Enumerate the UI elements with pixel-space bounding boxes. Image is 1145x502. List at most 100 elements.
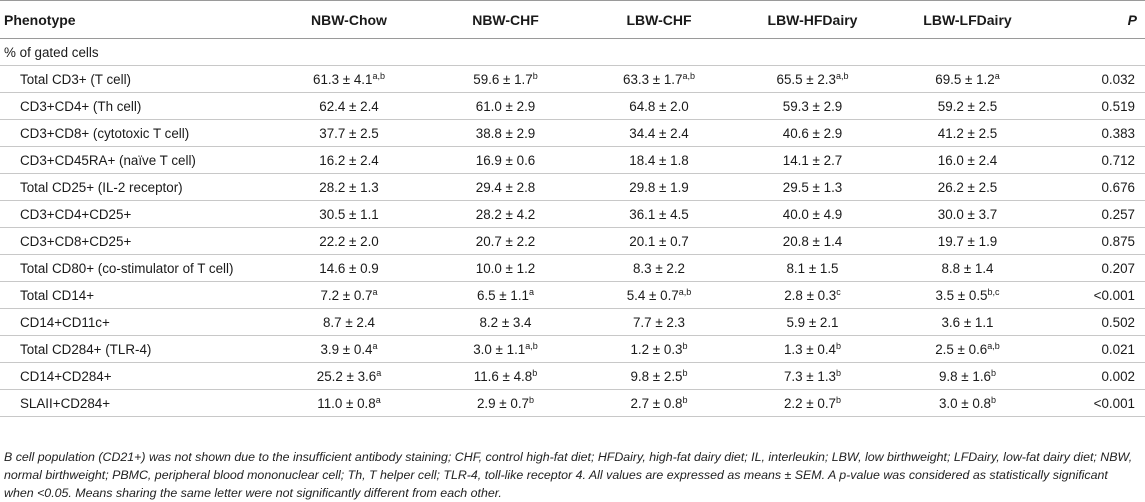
- row-label: CD3+CD8+ (cytotoxic T cell): [0, 119, 270, 147]
- value-cell: 16.9 ± 0.6: [428, 146, 583, 174]
- cell-value: 64.8 ± 2.0: [629, 98, 689, 114]
- header-group: NBW-Chow: [270, 0, 428, 39]
- cell-value: 7.2 ± 0.7: [320, 287, 373, 303]
- table-row: CD14+CD11c+ 8.7 ± 2.4 8.2 ± 3.4 7.7 ± 2.3 5.…: [0, 308, 1145, 336]
- value-cell: 14.6 ± 0.9: [270, 254, 428, 282]
- value-cell: 40.0 ± 4.9: [735, 200, 890, 228]
- value-cell: 41.2 ± 2.5: [890, 119, 1045, 147]
- cell-value: 30.5 ± 1.1: [319, 206, 379, 222]
- header-group: LBW-LFDairy: [890, 0, 1045, 39]
- value-cell: 29.8 ± 1.9: [583, 173, 735, 201]
- row-label: CD14+CD284+: [0, 362, 270, 390]
- value-cell: 8.7 ± 2.4: [270, 308, 428, 336]
- value-cell: 19.7 ± 1.9: [890, 227, 1045, 255]
- cell-value: 40.0 ± 4.9: [782, 206, 843, 222]
- p-value-cell: 0.875: [1045, 227, 1145, 255]
- value-cell: 30.5 ± 1.1: [270, 200, 428, 228]
- significance-letter: a: [994, 70, 1000, 81]
- cell-value: 59.6 ± 1.7: [473, 71, 533, 87]
- header-p-value: P: [1045, 0, 1145, 39]
- value-cell: 3.0 ± 1.1a,b: [428, 335, 583, 363]
- table-row: Total CD25+ (IL-2 receptor) 28.2 ± 1.3 29.…: [0, 173, 1145, 201]
- significance-letter: b: [682, 340, 688, 351]
- table-row: CD3+CD4+CD25+ 30.5 ± 1.1 28.2 ± 4.2 36.1 ± …: [0, 200, 1145, 228]
- significance-letter: a,b: [678, 286, 692, 297]
- significance-letter: a,b: [987, 340, 1000, 351]
- significance-letter: b: [991, 367, 997, 378]
- cell-value: 8.3 ± 2.2: [632, 260, 686, 276]
- value-cell: 64.8 ± 2.0: [583, 92, 735, 120]
- value-cell: 8.2 ± 3.4: [428, 308, 583, 336]
- cell-value: 9.8 ± 2.5: [630, 368, 683, 384]
- value-cell: 3.5 ± 0.5b,c: [890, 281, 1045, 309]
- p-value-cell: 0.383: [1045, 119, 1145, 147]
- cell-value: 19.7 ± 1.9: [937, 233, 998, 249]
- significance-letter: a: [372, 286, 378, 297]
- value-cell: 36.1 ± 4.5: [583, 200, 735, 228]
- cell-value: 16.0 ± 2.4: [937, 152, 998, 168]
- value-cell: 20.8 ± 1.4: [735, 227, 890, 255]
- header-group: LBW-HFDairy: [735, 0, 890, 39]
- cell-value: 61.0 ± 2.9: [475, 98, 536, 114]
- value-cell: 40.6 ± 2.9: [735, 119, 890, 147]
- value-cell: 3.9 ± 0.4a: [270, 335, 428, 363]
- significance-letter: a: [372, 340, 378, 351]
- value-cell: 7.3 ± 1.3b: [735, 362, 890, 390]
- significance-letter: a,b: [372, 70, 385, 81]
- table-row: Total CD3+ (T cell) 61.3 ± 4.1a,b 59.6 ± 1…: [0, 65, 1145, 93]
- value-cell: 9.8 ± 2.5b: [583, 362, 735, 390]
- row-label: Total CD284+ (TLR-4): [0, 335, 270, 363]
- value-cell: 30.0 ± 3.7: [890, 200, 1045, 228]
- value-cell: 8.3 ± 2.2: [583, 254, 735, 282]
- cell-value: 1.3 ± 0.4: [783, 341, 836, 357]
- significance-letter: c: [836, 286, 841, 297]
- p-value-cell: 0.676: [1045, 173, 1145, 201]
- significance-letter: b: [836, 340, 842, 351]
- header-group: NBW-CHF: [428, 0, 583, 39]
- cell-value: 18.4 ± 1.8: [629, 152, 689, 168]
- cell-value: 30.0 ± 3.7: [937, 206, 998, 222]
- cell-value: 28.2 ± 1.3: [319, 179, 379, 195]
- significance-letter: a,b: [835, 70, 849, 81]
- p-value-cell: 0.257: [1045, 200, 1145, 228]
- cell-value: 6.5 ± 1.1: [476, 287, 529, 303]
- significance-letter: b: [991, 394, 997, 405]
- value-cell: 6.5 ± 1.1a: [428, 281, 583, 309]
- cell-value: 20.7 ± 2.2: [475, 233, 536, 249]
- cell-value: 3.0 ± 0.8: [938, 395, 991, 411]
- cell-value: 36.1 ± 4.5: [629, 206, 689, 222]
- value-cell: 18.4 ± 1.8: [583, 146, 735, 174]
- value-cell: 8.8 ± 1.4: [890, 254, 1045, 282]
- cell-value: 2.7 ± 0.8: [630, 395, 683, 411]
- value-cell: 10.0 ± 1.2: [428, 254, 583, 282]
- row-label: CD3+CD4+CD25+: [0, 200, 270, 228]
- cell-value: 59.3 ± 2.9: [782, 98, 843, 114]
- value-cell: 16.2 ± 2.4: [270, 146, 428, 174]
- table-body: % of gated cells Total CD3+ (T cell) 61.3…: [0, 38, 1145, 417]
- cell-value: 69.5 ± 1.2: [935, 71, 995, 87]
- cell-value: 2.2 ± 0.7: [783, 395, 836, 411]
- value-cell: 7.2 ± 0.7a: [270, 281, 428, 309]
- value-cell: 16.0 ± 2.4: [890, 146, 1045, 174]
- cell-value: 61.3 ± 4.1: [313, 71, 373, 87]
- cell-value: 9.8 ± 1.6: [938, 368, 991, 384]
- cell-value: 25.2 ± 3.6: [316, 368, 377, 384]
- row-label: SLAII+CD284+: [0, 389, 270, 417]
- significance-letter: b: [682, 394, 688, 405]
- cell-value: 65.5 ± 2.3: [776, 71, 836, 87]
- row-label: Total CD3+ (T cell): [0, 65, 270, 93]
- value-cell: 20.1 ± 0.7: [583, 227, 735, 255]
- significance-letter: a: [529, 286, 535, 297]
- cell-value: 8.2 ± 3.4: [479, 314, 532, 330]
- cell-value: 38.8 ± 2.9: [475, 125, 536, 141]
- cell-value: 3.9 ± 0.4: [320, 341, 373, 357]
- significance-letter: b: [836, 367, 842, 378]
- table-row: Total CD80+ (co-stimulator of T cell) 14.…: [0, 254, 1145, 282]
- phenotype-table: Phenotype NBW-Chow NBW-CHF LBW-CHF LBW-H…: [0, 0, 1145, 417]
- table-row: CD3+CD45RA+ (naïve T cell) 16.2 ± 2.4 16.9…: [0, 146, 1145, 174]
- cell-value: 7.3 ± 1.3: [783, 368, 836, 384]
- cell-value: 22.2 ± 2.0: [319, 233, 379, 249]
- value-cell: 69.5 ± 1.2a: [890, 65, 1045, 93]
- cell-value: 16.2 ± 2.4: [319, 152, 379, 168]
